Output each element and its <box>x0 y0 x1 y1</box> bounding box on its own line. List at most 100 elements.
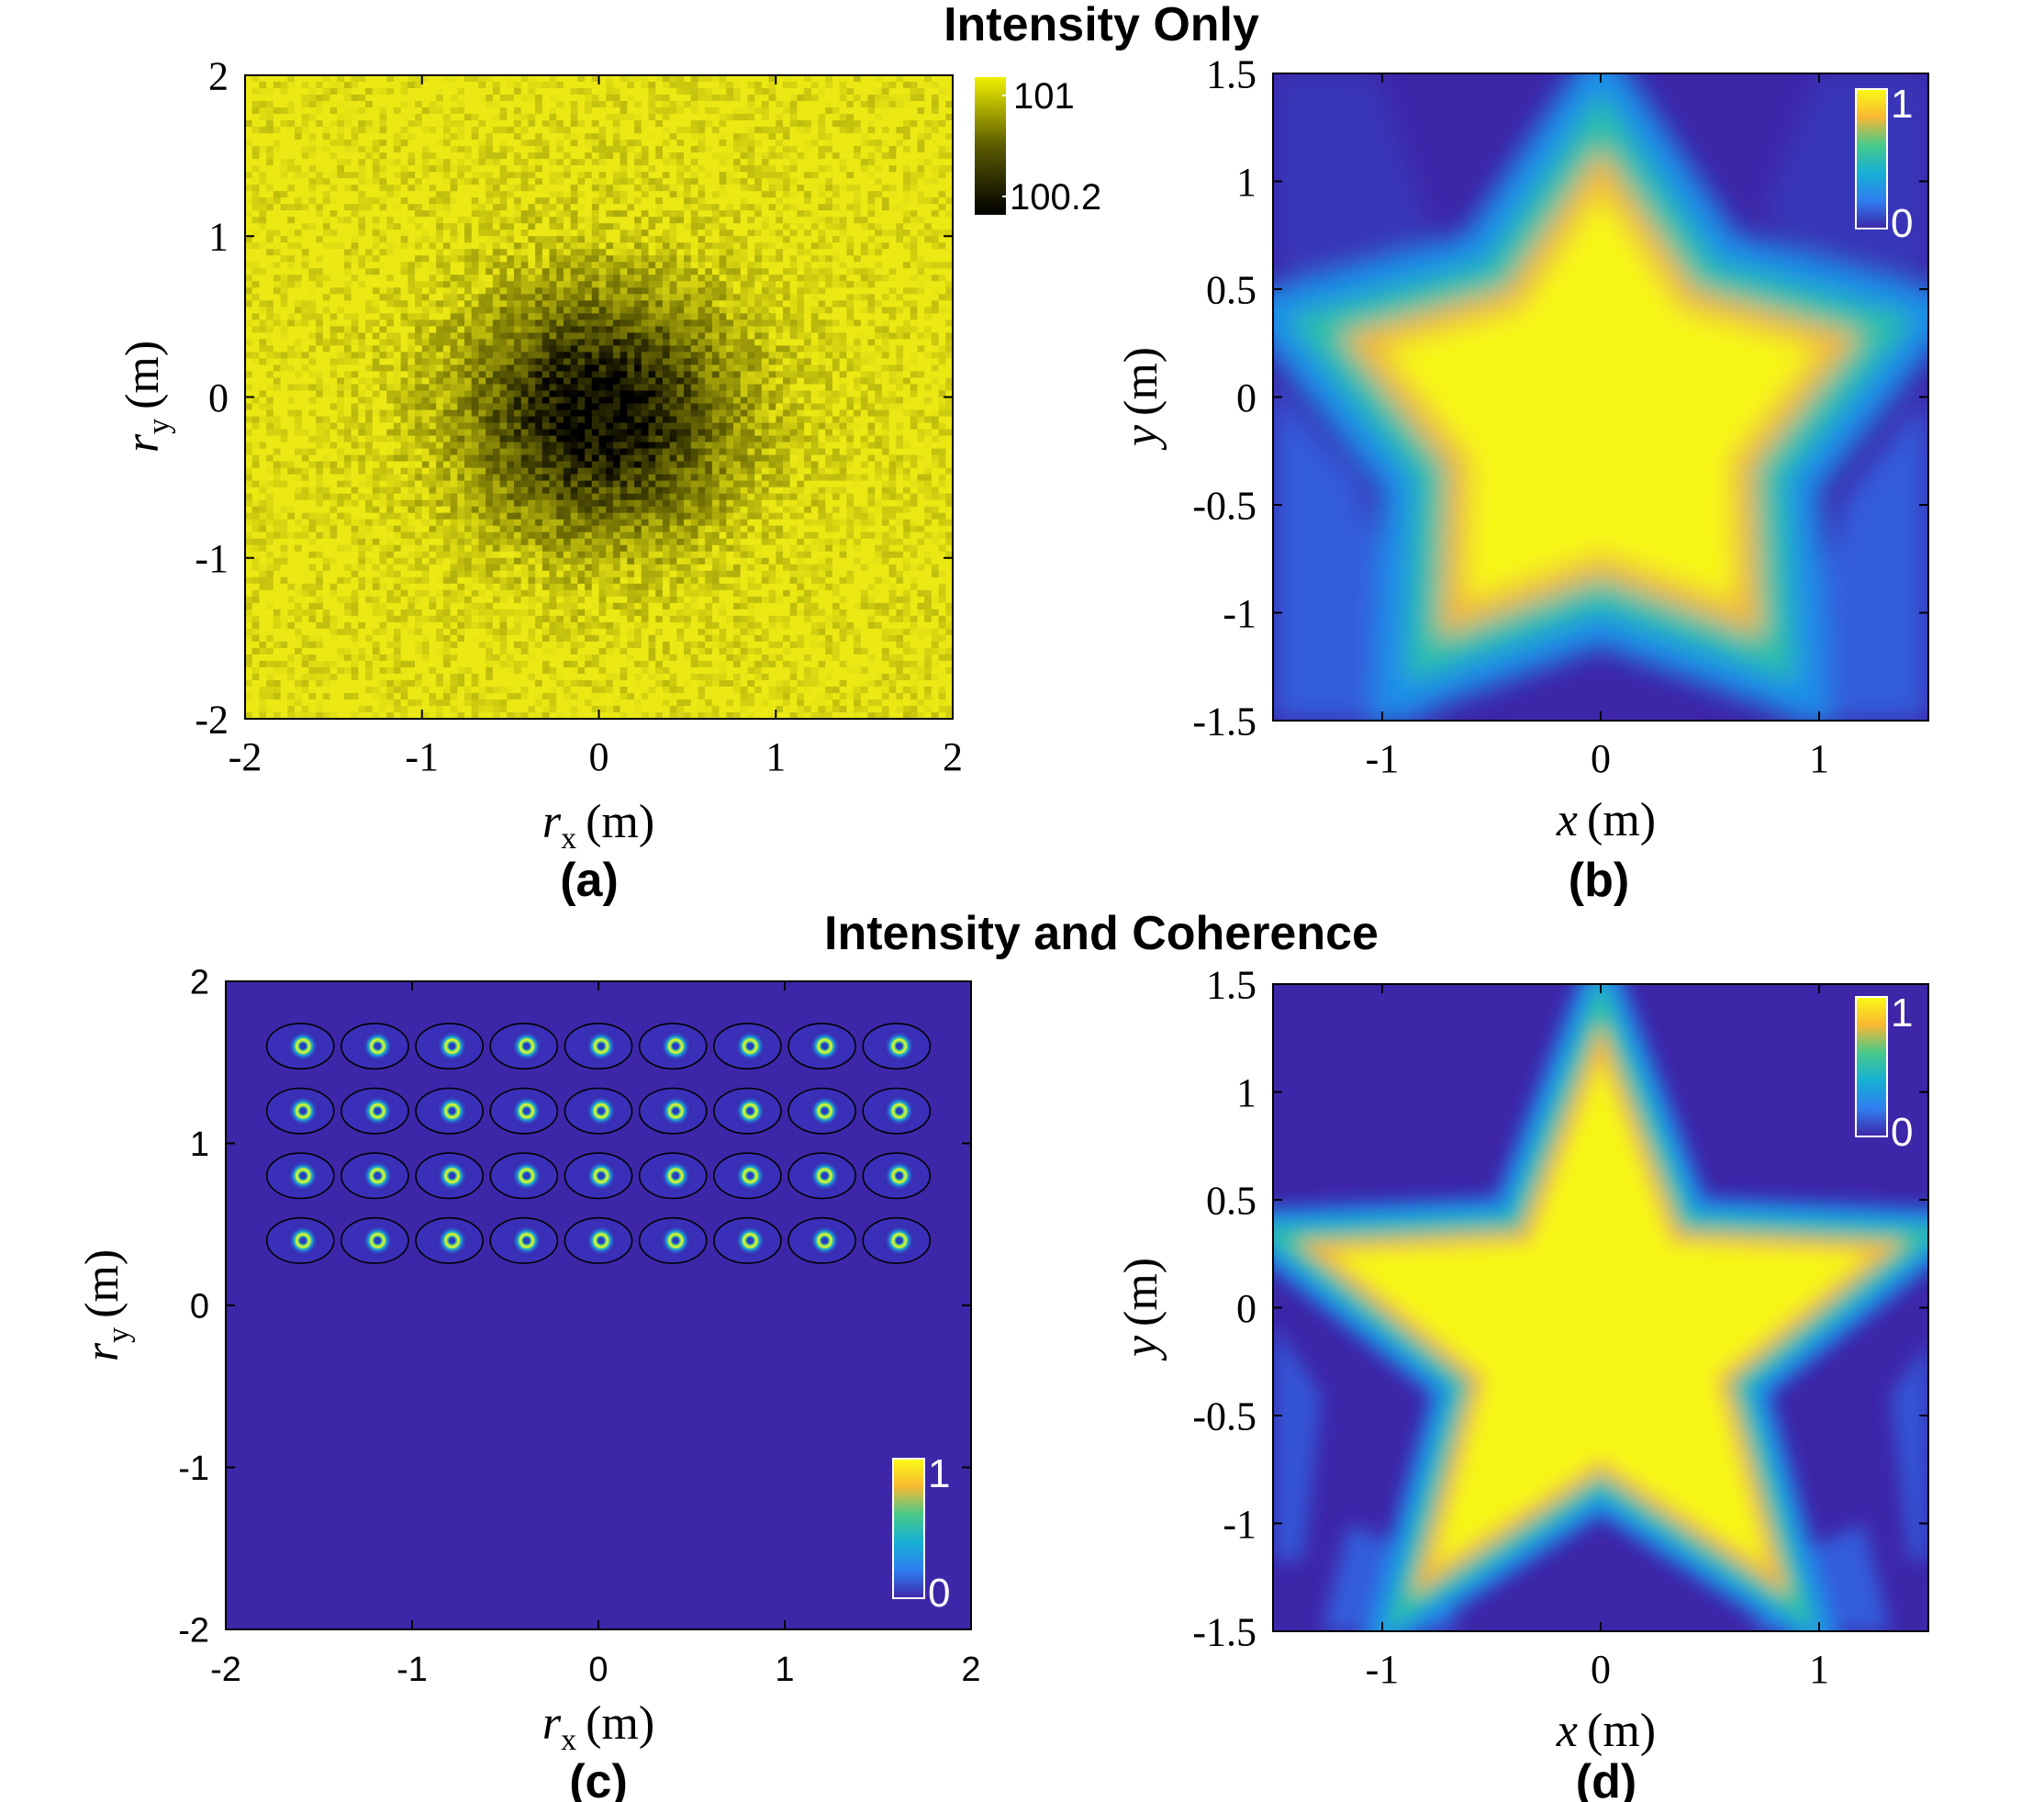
panel-a-cell <box>810 249 820 256</box>
panel-a-cell <box>507 75 515 83</box>
panel-a-cell <box>520 95 529 102</box>
panel-a-cell <box>854 313 862 320</box>
panel-a-cell <box>825 165 833 173</box>
panel-a-cell <box>818 114 826 121</box>
panel-a-cell <box>818 307 826 314</box>
panel-a-cell <box>287 287 296 295</box>
panel-a-cell <box>776 210 784 218</box>
panel-a-cell <box>507 390 515 398</box>
panel-a-cell <box>705 307 713 314</box>
panel-a-cell <box>655 127 664 134</box>
panel-a-cell <box>436 319 444 327</box>
panel-a-cell <box>528 255 536 263</box>
panel-a-cell <box>358 236 366 243</box>
panel-a-cell <box>818 255 826 263</box>
panel-a-cell <box>747 339 755 347</box>
panel-a-cell <box>535 371 543 379</box>
panel-a-cell <box>634 339 642 347</box>
panel-a-cell <box>881 255 890 263</box>
panel-a-cell <box>266 345 274 353</box>
panel-a-cell <box>881 390 890 398</box>
panel-a-cell <box>273 95 282 102</box>
panel-a-cell <box>421 242 430 250</box>
panel-a-cell <box>429 274 437 282</box>
panel-a-cell <box>577 242 586 250</box>
panel-a-cell <box>931 191 940 198</box>
panel-a-cell <box>789 127 798 134</box>
panel-a-cell <box>556 371 564 379</box>
panel-a-cell <box>634 300 642 308</box>
panel-a-cell <box>478 371 486 379</box>
panel-a-cell <box>810 384 820 392</box>
panel-a-cell <box>754 146 763 153</box>
panel-a-cell <box>486 152 494 160</box>
panel-a-cell <box>386 178 395 185</box>
panel-a-cell <box>641 101 650 108</box>
panel-a-cell <box>365 268 374 275</box>
panel-a-cell <box>379 172 387 179</box>
panel-a-cell <box>846 249 854 256</box>
panel-a-cell <box>542 339 551 347</box>
panel-a-cell <box>450 319 458 327</box>
panel-a-cell <box>910 364 919 373</box>
panel-a-cell <box>415 345 423 353</box>
panel-a-cell <box>577 101 586 108</box>
panel-a-cell <box>627 172 635 179</box>
panel-a-cell <box>924 236 933 243</box>
panel-a-cell <box>591 191 600 198</box>
panel-a-cell <box>690 204 699 211</box>
panel-a-cell <box>591 242 600 250</box>
panel-a-cell <box>421 390 430 398</box>
panel-a-cell <box>513 300 522 308</box>
panel-a-cell <box>337 172 345 179</box>
panel-a-cell <box>804 172 812 179</box>
panel-a-cell <box>266 185 274 192</box>
panel-a-cell <box>379 274 387 282</box>
panel-a-cell <box>698 152 706 160</box>
panel-a-cell <box>627 300 635 308</box>
panel-a-cell <box>641 345 650 353</box>
panel-a-cell <box>393 377 402 386</box>
panel-a-cell <box>655 345 664 353</box>
panel-a-cell <box>457 146 465 153</box>
panel-a-cell <box>464 339 473 347</box>
panel-a-cell <box>867 307 876 314</box>
panel-a-cell <box>620 204 628 211</box>
panel-a-cell <box>507 127 515 134</box>
panel-a-cell <box>507 191 515 198</box>
panel-a-cell <box>634 345 642 353</box>
panel-a-cell <box>294 114 303 121</box>
panel-a-cell <box>507 178 515 185</box>
panel-a-cell <box>903 107 911 115</box>
panel-a-cell <box>408 140 416 147</box>
panel-a-cell <box>351 210 359 218</box>
panel-a-cell <box>563 384 572 392</box>
panel-a-cell <box>938 82 946 89</box>
panel-a-cell <box>818 107 826 115</box>
panel-a-cell <box>789 319 798 327</box>
panel-a-cell <box>486 358 494 366</box>
panel-a-cell <box>875 172 883 179</box>
panel-a-cell <box>464 384 473 392</box>
panel-a-cell <box>442 140 452 147</box>
panel-a-cell <box>669 294 677 301</box>
panel-a-cell <box>810 185 820 192</box>
panel-a-cell <box>740 274 749 282</box>
panel-a-cell <box>542 294 551 301</box>
panel-a-cell <box>280 249 288 256</box>
panel-a-cell <box>690 352 699 360</box>
panel-a-cell <box>776 146 784 153</box>
panel-a-cell <box>287 300 296 308</box>
panel-a-cell <box>910 152 919 160</box>
panel-a-cell <box>810 229 820 237</box>
panel-a-cell <box>549 172 557 179</box>
panel-a-cell <box>528 120 536 128</box>
panel-a-cell <box>393 236 402 243</box>
panel-a-cell <box>379 352 387 360</box>
panel-a-cell <box>429 294 437 301</box>
panel-a-cell <box>797 75 805 83</box>
panel-a-cell <box>690 268 699 275</box>
panel-a-cell <box>542 262 551 269</box>
panel-a-cell <box>832 352 841 360</box>
panel-a-cell <box>684 274 692 282</box>
